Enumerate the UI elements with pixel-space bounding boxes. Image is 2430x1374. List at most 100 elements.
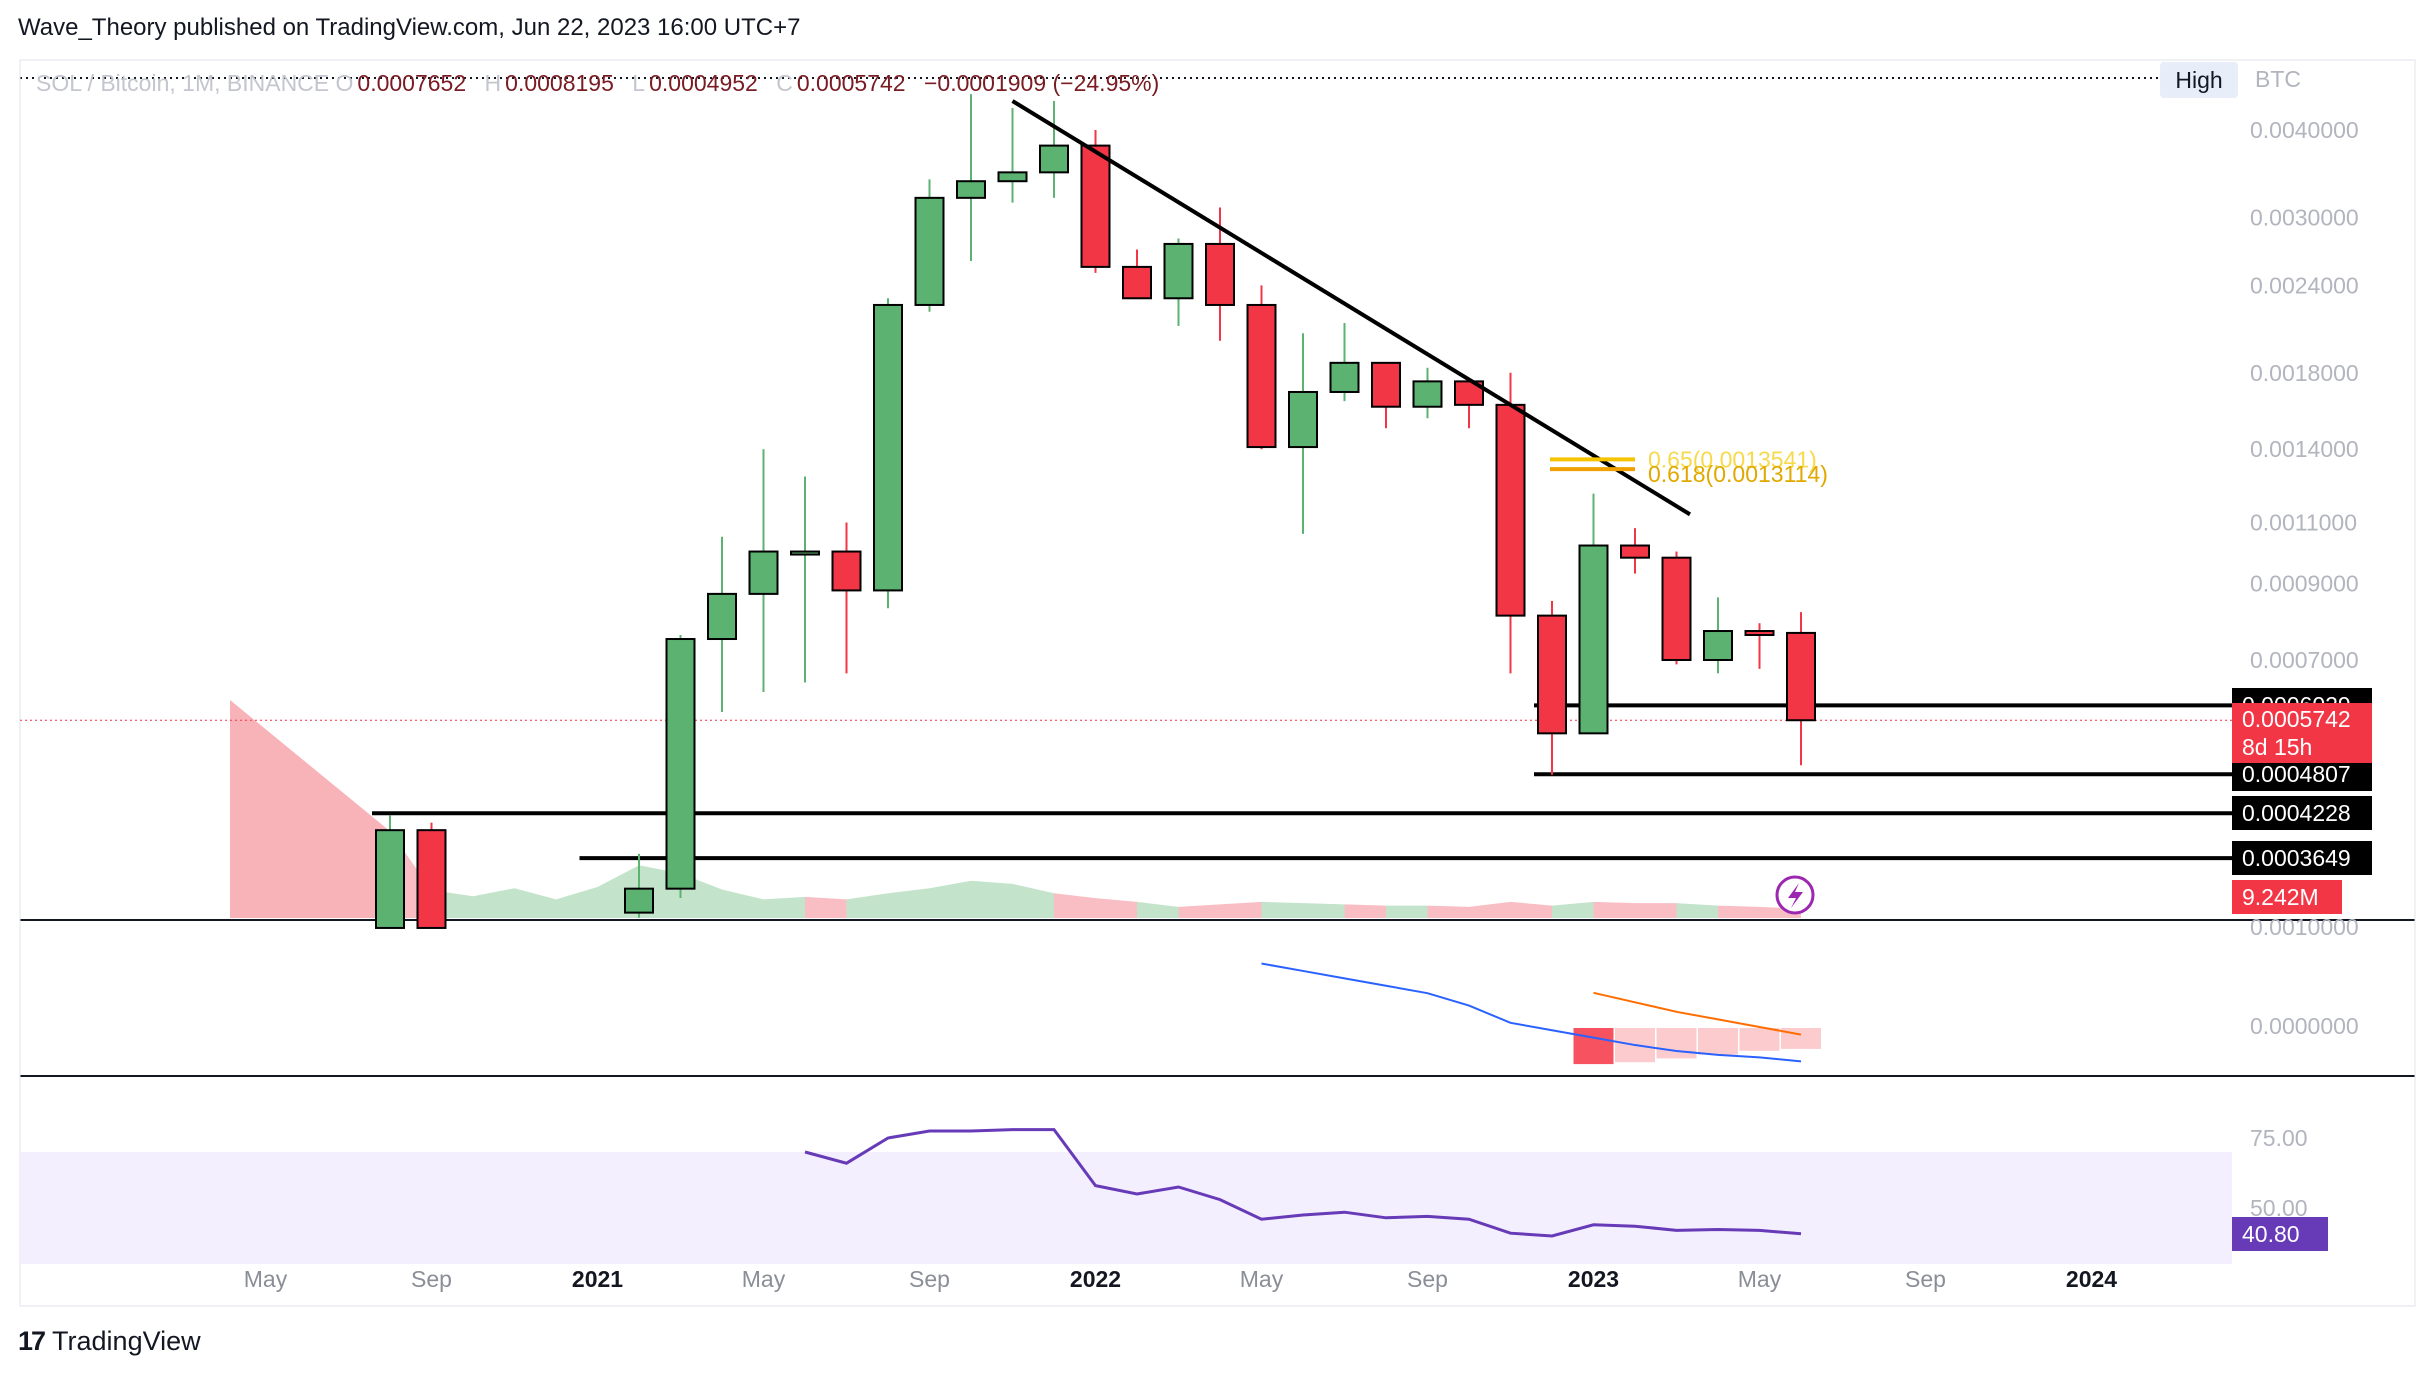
candle-body (1246, 303, 1277, 449)
time-axis-label: May (1239, 1266, 1284, 1292)
rsi-axis-label: 75.00 (2250, 1125, 2308, 1151)
time-axis-label: 2022 (1069, 1266, 1122, 1292)
time-axis-label: 2021 (571, 1266, 624, 1292)
candle-body (416, 829, 447, 929)
lightning-glyph (1788, 883, 1803, 908)
macd-line (1261, 962, 1802, 1063)
tradingview-brand: TradingView (52, 1326, 201, 1356)
symbol-label[interactable]: SOL / Bitcoin, 1M, BINANCE (36, 70, 330, 96)
rsi-line (804, 1128, 1802, 1238)
candle-body (1495, 403, 1526, 617)
fib-level-label: 0.618(0.0013114) (1648, 461, 1828, 487)
volume-tag: 9.242M (2232, 880, 2342, 914)
low-key: L (632, 70, 646, 96)
volume-spike (230, 700, 390, 918)
candle-body (707, 592, 737, 641)
macd-histogram-bar (1656, 1028, 1697, 1059)
price-axis-label: 0.0009000 (2250, 571, 2359, 597)
time-axis-label: May (1737, 1266, 1782, 1292)
volume-area-segment (1386, 905, 1428, 918)
price-axis-label: 0.0040000 (2250, 117, 2359, 143)
time-axis-label: Sep (1407, 1266, 1448, 1292)
volume-area-segment (1178, 904, 1220, 918)
candle-body (873, 303, 903, 592)
volume-area-segment (1344, 904, 1386, 918)
level-price-tag: 0.0004228 (2232, 796, 2372, 831)
candle-body (997, 171, 1028, 183)
rsi-axis-label: 50.00 (2250, 1195, 2308, 1221)
candle-body (831, 550, 862, 592)
volume-area-segment (514, 888, 556, 918)
volume-area-segment (1261, 901, 1303, 918)
candle-body (748, 550, 779, 595)
candle-body (375, 829, 405, 929)
price-axis-label: 0.0007000 (2250, 647, 2359, 673)
low-value: 0.0004952 (649, 70, 758, 96)
price-axis-label: 0.0014000 (2250, 436, 2359, 462)
volume-area-segment (1054, 893, 1096, 918)
candle-body (1786, 631, 1816, 722)
close-key: C (776, 70, 793, 96)
volume-area-segment (1635, 903, 1677, 918)
volume-area-segment (805, 896, 847, 918)
publisher-line: Wave_Theory published on TradingView.com… (18, 14, 801, 41)
volume-area-segment (722, 889, 764, 918)
time-axis-label: Sep (1905, 1266, 1946, 1292)
rsi-value-tag: 40.80 (2232, 1216, 2328, 1251)
open-key: O (335, 70, 354, 96)
candle-body (1578, 544, 1609, 735)
candle-body (1329, 361, 1360, 393)
price-axis-label: 0.0011000 (2250, 510, 2357, 536)
high-key: H (484, 70, 502, 96)
volume-area-segment (846, 893, 888, 918)
price-axis-label: 0.0030000 (2250, 204, 2359, 230)
candle-body (1412, 380, 1443, 408)
volume-area-segment (1676, 903, 1718, 918)
volume-area-segment (1012, 883, 1054, 918)
fib-level-label: 0.65(0.0013541) (1648, 446, 1817, 472)
volume-area-segment (763, 896, 805, 918)
time-axis-label: May (243, 1266, 288, 1292)
candle-body (1163, 242, 1194, 300)
time-axis-label: Sep (909, 1266, 950, 1292)
candle-body (1288, 390, 1318, 449)
candle-body (1537, 614, 1567, 735)
tradingview-logo[interactable]: 17 TradingView (18, 1326, 201, 1357)
candle-body (790, 550, 820, 556)
close-value: 0.0005742 (796, 70, 906, 96)
high-scale-button[interactable]: High (2160, 62, 2238, 98)
price-axis-label: 0.0010000 (2250, 914, 2359, 940)
candle-body (624, 887, 654, 914)
volume-area-segment (1593, 901, 1635, 918)
chart-frame (19, 59, 2416, 1307)
candle-body (1039, 144, 1069, 174)
candle-body (1371, 361, 1401, 408)
bar-countdown: 8d 15h (2242, 734, 2313, 761)
volume-area-segment (1303, 903, 1345, 918)
candle-body (914, 196, 945, 306)
candle-body (1080, 144, 1111, 268)
macd-histogram-bar (1698, 1028, 1738, 1055)
time-axis-label: Sep (411, 1266, 452, 1292)
volume-area-segment (971, 880, 1013, 918)
volume-area-segment (1552, 901, 1594, 918)
tradingview-mark-icon: 17 (18, 1326, 46, 1356)
open-value: 0.0007652 (357, 70, 467, 96)
macd-histogram-bar (1739, 1028, 1780, 1051)
price-axis-label: 0.0024000 (2250, 272, 2359, 298)
volume-area-segment (1718, 905, 1760, 918)
candle-body (1703, 630, 1733, 661)
time-axis-label: 2024 (2065, 1266, 2118, 1292)
volume-area-segment (1427, 905, 1469, 918)
volume-area-segment (1510, 901, 1552, 918)
candle-body (665, 638, 696, 890)
volume-area-segment (888, 888, 930, 918)
volume-area-segment (1095, 898, 1137, 918)
level-price-tag: 0.0003649 (2232, 841, 2372, 876)
candle-body (1661, 556, 1692, 661)
current-price-tag: 0.0005742 8d 15h (2232, 703, 2372, 764)
trendline (1011, 99, 1692, 517)
ohlc-legend: SOL / Bitcoin, 1M, BINANCE O 0.0007652 H 0… (36, 70, 1171, 97)
currency-label[interactable]: BTC (2255, 66, 2301, 92)
